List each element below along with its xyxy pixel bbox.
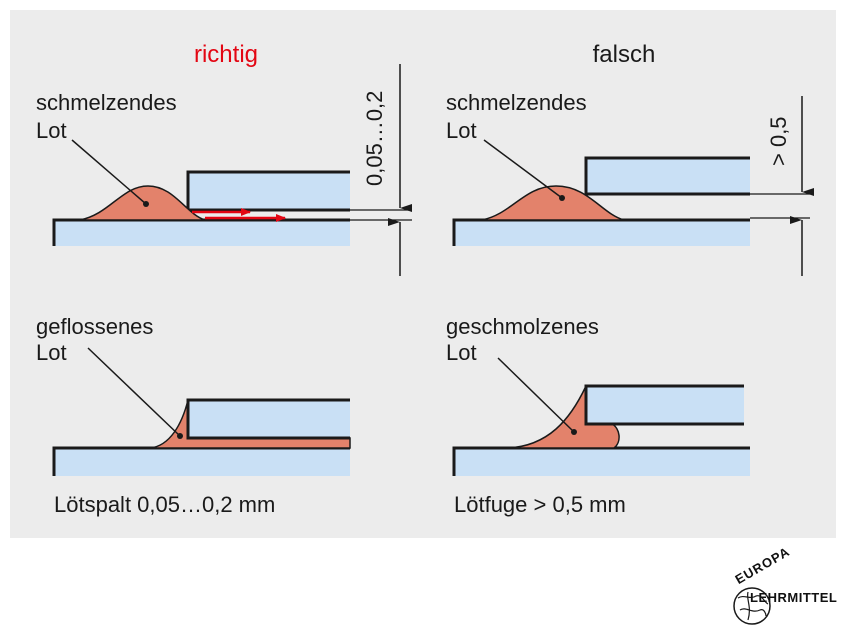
base-plate [54,448,350,476]
heading-correct: richtig [194,41,258,68]
label-top-right-line2: Lot [446,118,477,143]
heading-wrong: falsch [593,41,656,68]
base-plate [454,220,750,246]
publisher-logo: EUROPA LEHRMITTEL [712,544,842,630]
logo-text-line2: LEHRMITTEL [750,590,838,605]
caption-bottom-right: Lötfuge > 0,5 mm [454,492,626,517]
label-top-left-line2: Lot [36,118,67,143]
upper-plate [586,158,750,194]
melting-solder [481,185,625,221]
panel-bottom-right: geschmolzenes Lot Lötfuge > 0,5 mm [446,314,750,517]
dimension-top-left: 0,05…0,2 [362,91,387,186]
label-top-left-line1: schmelzendes [36,90,177,115]
label-bottom-right-line2: Lot [446,340,477,365]
upper-plate [188,172,350,210]
label-bottom-right-line1: geschmolzenes [446,314,599,339]
upper-plate [586,386,744,424]
caption-bottom-left: Lötspalt 0,05…0,2 mm [54,492,275,517]
base-plate [454,448,750,476]
globe-icon [733,587,771,625]
panel-top-left: schmelzendes Lot 0,05…0,2 [36,64,412,276]
label-bottom-left-line2: Lot [36,340,67,365]
dimension-top-right: > 0,5 [766,116,791,166]
panel-top-right: schmelzendes Lot > 0,5 [446,90,814,276]
upper-plate [188,400,350,438]
base-plate [54,220,350,246]
panel-bottom-left: geflossenes Lot Lötspalt 0,05…0,2 mm [36,314,351,517]
label-top-right-line1: schmelzendes [446,90,587,115]
label-bottom-left-line1: geflossenes [36,314,153,339]
melting-solder [79,185,206,221]
